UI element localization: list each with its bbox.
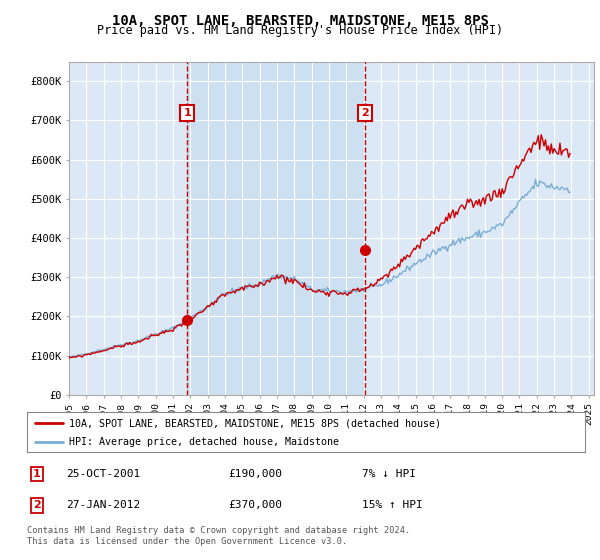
Text: 7% ↓ HPI: 7% ↓ HPI [362,469,416,479]
Text: 27-JAN-2012: 27-JAN-2012 [66,500,140,510]
Text: 10A, SPOT LANE, BEARSTED, MAIDSTONE, ME15 8PS: 10A, SPOT LANE, BEARSTED, MAIDSTONE, ME1… [112,14,488,28]
Bar [187,62,365,395]
Text: 1: 1 [33,469,41,479]
Text: Contains HM Land Registry data © Crown copyright and database right 2024.
This d: Contains HM Land Registry data © Crown c… [27,526,410,546]
Text: 2: 2 [361,108,368,118]
Text: Price paid vs. HM Land Registry's House Price Index (HPI): Price paid vs. HM Land Registry's House … [97,24,503,37]
Text: 15% ↑ HPI: 15% ↑ HPI [362,500,422,510]
Text: 10A, SPOT LANE, BEARSTED, MAIDSTONE, ME15 8PS (detached house): 10A, SPOT LANE, BEARSTED, MAIDSTONE, ME1… [69,418,441,428]
Text: HPI: Average price, detached house, Maidstone: HPI: Average price, detached house, Maid… [69,437,339,446]
Text: 2: 2 [33,500,41,510]
Text: £370,000: £370,000 [228,500,282,510]
Text: 25-OCT-2001: 25-OCT-2001 [66,469,140,479]
Text: 1: 1 [183,108,191,118]
Text: £190,000: £190,000 [228,469,282,479]
